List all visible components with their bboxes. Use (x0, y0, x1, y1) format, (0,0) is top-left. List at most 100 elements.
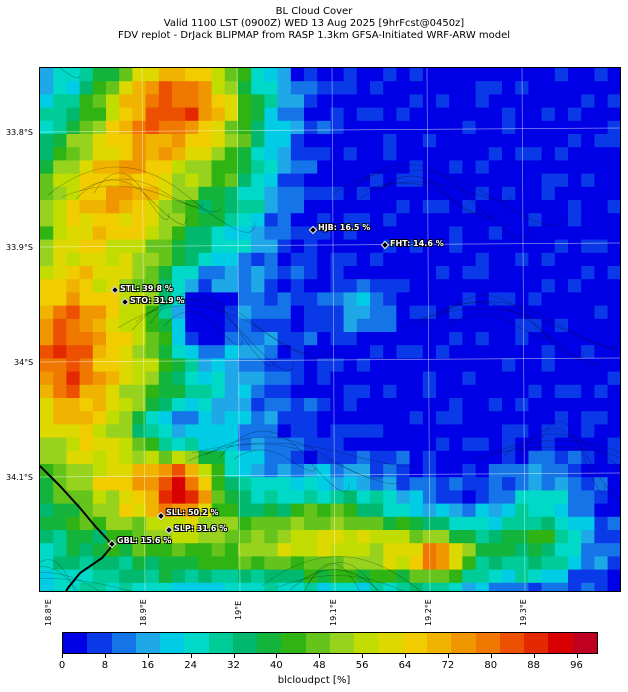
cloud-cell (264, 424, 279, 439)
cloud-cell (449, 68, 463, 82)
cloud-cell (607, 477, 620, 491)
cloud-cell (330, 411, 345, 425)
cloud-cell (66, 173, 81, 188)
cloud-cell (370, 120, 384, 135)
cloud-cell (554, 318, 569, 333)
cloud-cell (330, 450, 345, 465)
cloud-cell (238, 345, 252, 359)
cloud-cell (66, 186, 81, 201)
cloud-cell (66, 358, 81, 373)
cloud-cell (251, 490, 265, 505)
cloud-cell (528, 226, 543, 241)
cloud-cell (158, 569, 173, 584)
cloud-cell (145, 543, 160, 557)
graticule-line (521, 68, 526, 591)
cloud-cell (277, 120, 292, 135)
cloud-cell (515, 556, 529, 571)
cloud-cell (607, 200, 620, 214)
cloud-cell (370, 411, 384, 425)
cloud-cell (251, 582, 265, 591)
cloud-cell (422, 450, 437, 465)
cloud-cell (290, 530, 305, 544)
colorbar-segment (475, 633, 500, 653)
cloud-cell (422, 332, 437, 346)
cloud-cell (79, 582, 94, 591)
cloud-cell (475, 279, 490, 293)
cloud-cell (475, 477, 490, 491)
cloud-cell (40, 424, 54, 439)
cloud-cell (422, 292, 437, 307)
cloud-cell (554, 543, 569, 557)
station-label-sll: SLL: 50.2 % (166, 508, 219, 517)
cloud-cell (211, 398, 226, 412)
cloud-cell (106, 345, 120, 359)
cloud-cell (172, 490, 186, 505)
cloud-cell (462, 186, 477, 201)
cloud-cell (198, 266, 213, 280)
cloud-cell (462, 516, 477, 531)
colorbar-tick-label: 24 (184, 660, 197, 671)
cloud-cell (185, 530, 199, 544)
cloud-cell (409, 173, 424, 188)
cloud-cell (436, 503, 450, 518)
cloud-cell (581, 68, 595, 82)
cloud-cell (515, 345, 529, 359)
terrain-contour (471, 446, 620, 461)
cloud-cell (343, 503, 358, 518)
cloud-cell (568, 120, 582, 135)
cloud-cell (343, 384, 358, 399)
cloud-cell (119, 81, 133, 95)
cloud-cell (356, 120, 371, 135)
cloud-cell (422, 384, 437, 399)
cloud-cell (317, 292, 331, 307)
cloud-cell (541, 226, 556, 241)
cloud-cell (370, 582, 384, 591)
cloud-cell (158, 81, 173, 95)
cloud-cell (396, 160, 411, 175)
cloud-cell (106, 160, 120, 175)
cloud-cell (158, 318, 173, 333)
cloud-cell (158, 173, 173, 188)
cloud-cell (449, 200, 463, 214)
cloud-cell (554, 107, 569, 122)
cloud-cell (79, 477, 94, 491)
cloud-cell (488, 345, 503, 359)
cloud-cell (396, 134, 411, 148)
colorbar-segment (305, 633, 330, 653)
cloud-cell (145, 398, 160, 412)
cloud-cell (185, 424, 199, 439)
cloud-cell (317, 94, 331, 109)
cloud-cell (488, 226, 503, 241)
cloud-cell (409, 94, 424, 109)
cloud-cell (198, 305, 213, 320)
cloud-cell (554, 279, 569, 293)
cloud-cell (475, 332, 490, 346)
cloud-cell (264, 186, 279, 201)
cloud-cell (132, 68, 147, 82)
valid-time-line: Valid 1100 LST (0900Z) WED 13 Aug 2025 [… (163, 18, 465, 29)
cloud-cell (317, 279, 331, 293)
cloud-cell (145, 305, 160, 320)
cloud-cell (264, 490, 279, 505)
cloud-cell (370, 543, 384, 557)
cloud-cell (304, 556, 318, 571)
cloud-cell (106, 358, 120, 373)
cloud-cell (198, 516, 213, 531)
cloud-cell (436, 173, 450, 188)
cloud-cell (317, 371, 331, 386)
cloud-cell (119, 582, 133, 591)
cloud-cell (224, 134, 239, 148)
terrain-contour (517, 427, 620, 499)
cloud-cell (356, 490, 371, 505)
cloud-cell (79, 120, 94, 135)
cloud-cell (594, 477, 609, 491)
cloud-cell (290, 134, 305, 148)
cloud-cell (343, 94, 358, 109)
cloud-cell (488, 252, 503, 267)
terrain-contour (289, 569, 380, 591)
cloud-cell (172, 226, 186, 241)
graticule-line (40, 127, 620, 133)
cloud-cell (515, 384, 529, 399)
cloud-cell (422, 279, 437, 293)
cloud-cell (568, 186, 582, 201)
